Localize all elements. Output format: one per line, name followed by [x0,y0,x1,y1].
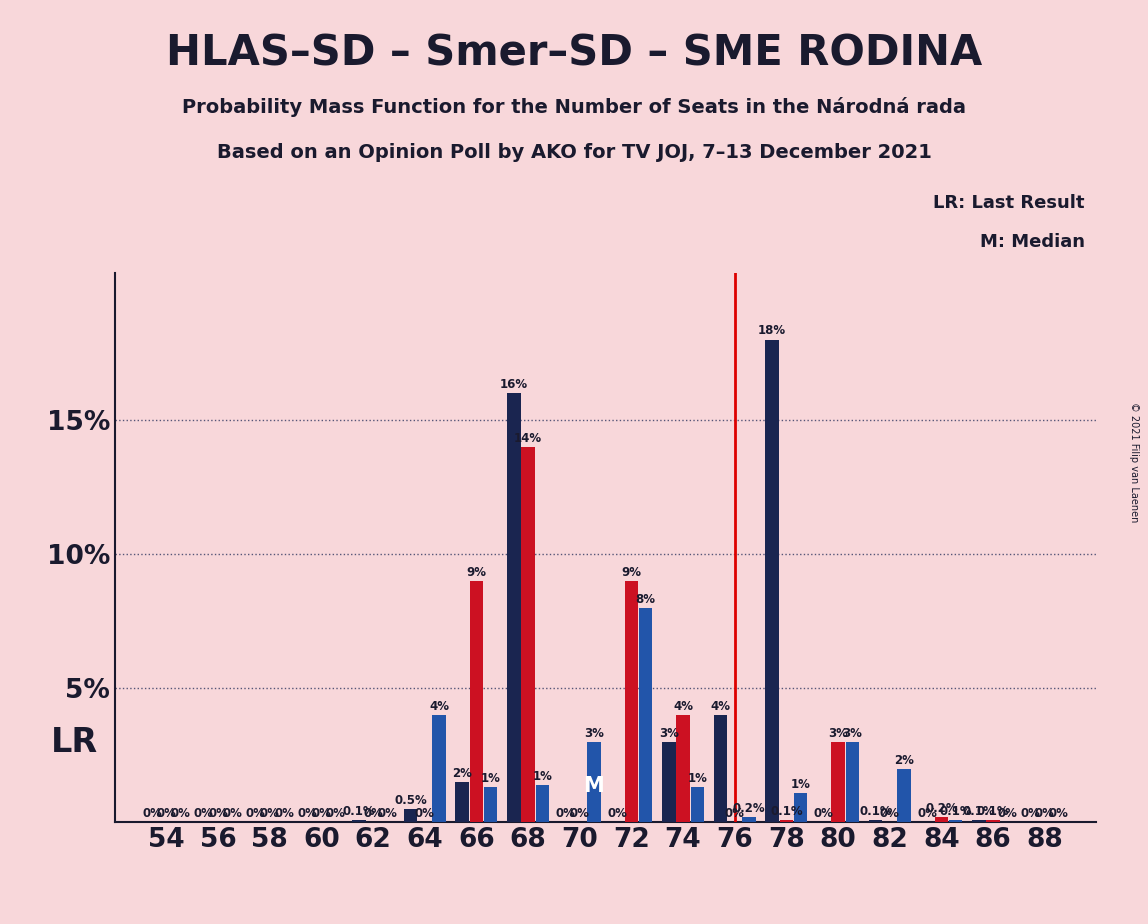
Text: 4%: 4% [711,700,730,713]
Text: 0%: 0% [259,808,280,821]
Text: 0.1%: 0.1% [859,805,892,818]
Text: 0%: 0% [311,808,332,821]
Bar [470,581,483,822]
Text: © 2021 Filip van Laenen: © 2021 Filip van Laenen [1130,402,1139,522]
Text: 0%: 0% [297,808,317,821]
Bar [743,817,755,822]
Bar [714,715,727,822]
Bar [831,742,845,822]
Text: LR: Last Result: LR: Last Result [933,194,1085,212]
Text: 0%: 0% [274,808,294,821]
Bar [662,742,675,822]
Bar [986,820,1000,822]
Text: 0%: 0% [998,808,1017,821]
Text: 0%: 0% [724,808,745,821]
Bar [456,782,468,822]
Text: 3%: 3% [584,727,604,740]
Bar [352,820,365,822]
Text: 0.1%: 0.1% [977,805,1009,818]
Text: 18%: 18% [758,324,786,337]
Text: 4%: 4% [673,700,693,713]
Text: 0%: 0% [1021,808,1040,821]
Text: 1%: 1% [481,772,501,785]
Text: 0.1%: 0.1% [342,805,375,818]
Bar [521,447,535,822]
Text: 0%: 0% [194,808,214,821]
Text: 0%: 0% [569,808,590,821]
Text: 0.1%: 0.1% [962,805,995,818]
Text: 0%: 0% [879,808,900,821]
Bar [794,793,807,822]
Text: M: Median: M: Median [980,233,1085,250]
Text: 8%: 8% [636,592,656,605]
Text: 1%: 1% [791,778,810,791]
Bar [676,715,690,822]
Text: 0%: 0% [156,808,177,821]
Text: 4%: 4% [429,700,449,713]
Text: 0%: 0% [363,808,383,821]
Bar [507,394,520,822]
Text: 1%: 1% [688,772,707,785]
Text: 0%: 0% [1049,808,1069,821]
Text: 16%: 16% [499,378,528,391]
Bar [639,608,652,822]
Text: 0.5%: 0.5% [394,794,427,807]
Text: 9%: 9% [621,565,642,578]
Bar [949,820,962,822]
Text: Based on an Opinion Poll by AKO for TV JOJ, 7–13 December 2021: Based on an Opinion Poll by AKO for TV J… [217,143,931,163]
Bar [588,742,600,822]
Text: 0%: 0% [142,808,162,821]
Text: M: M [583,775,604,796]
Text: HLAS–SD – Smer–SD – SME RODINA: HLAS–SD – Smer–SD – SME RODINA [165,32,983,74]
Text: 3%: 3% [843,727,862,740]
Text: 0%: 0% [607,808,627,821]
Bar [484,787,497,822]
Bar [869,820,882,822]
Bar [934,817,948,822]
Bar [536,784,549,822]
Text: 0%: 0% [171,808,191,821]
Text: Probability Mass Function for the Number of Seats in the Národná rada: Probability Mass Function for the Number… [183,97,965,117]
Text: 0.2%: 0.2% [925,802,957,815]
Text: 3%: 3% [659,727,678,740]
Text: 0%: 0% [1034,808,1055,821]
Text: 3%: 3% [828,727,848,740]
Bar [404,808,417,822]
Bar [846,742,859,822]
Text: 0%: 0% [414,808,435,821]
Text: 0.1%: 0.1% [939,805,972,818]
Bar [766,340,778,822]
Bar [898,769,910,822]
Text: 0.2%: 0.2% [732,802,766,815]
Text: 0%: 0% [223,808,242,821]
Text: 0%: 0% [208,808,228,821]
Text: 0%: 0% [917,808,937,821]
Text: 2%: 2% [452,767,472,780]
Bar [691,787,704,822]
Text: 0.1%: 0.1% [770,805,802,818]
Text: 1%: 1% [533,770,552,783]
Text: 0%: 0% [556,808,575,821]
Text: 2%: 2% [894,754,914,767]
Text: LR: LR [51,726,98,760]
Text: 9%: 9% [466,565,487,578]
Text: 0%: 0% [378,808,397,821]
Text: 0%: 0% [246,808,265,821]
Bar [625,581,638,822]
Bar [779,820,793,822]
Bar [972,820,985,822]
Text: 0%: 0% [326,808,346,821]
Bar [433,715,445,822]
Text: 0%: 0% [814,808,833,821]
Text: 14%: 14% [514,432,542,444]
